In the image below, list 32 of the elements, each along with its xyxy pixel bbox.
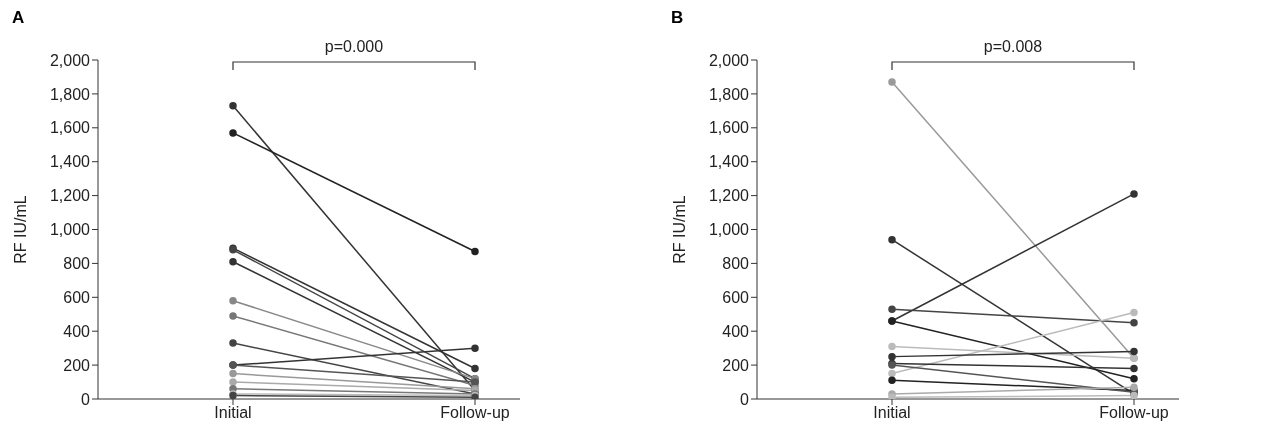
x-tick-label: Follow-up xyxy=(440,404,510,422)
y-tick-label: 2,000 xyxy=(49,51,91,69)
y-tick-label: 600 xyxy=(722,288,750,306)
text: p=0.008 xyxy=(983,38,1043,56)
y-tick-label: 1,400 xyxy=(49,153,91,171)
y-tick-label: 800 xyxy=(722,255,750,273)
y-tick-label: 1,600 xyxy=(708,119,750,137)
y-tick-label: 600 xyxy=(63,288,91,306)
y-tick-label: 1,000 xyxy=(708,221,750,239)
chart-title: A xyxy=(12,8,25,28)
y-tick-label: 1,600 xyxy=(49,119,91,137)
y-tick-label: 1,400 xyxy=(708,153,750,171)
y-tick-label: 1,800 xyxy=(49,85,91,103)
y-axis-title: RF IU/mL xyxy=(11,195,29,264)
y-tick-label: 200 xyxy=(722,356,750,374)
y-tick-label: 0 xyxy=(81,390,91,408)
y-tick-label: 200 xyxy=(63,356,91,374)
y-tick-label: 1,200 xyxy=(49,187,91,205)
y-tick-label: 2,000 xyxy=(708,51,750,69)
y-tick-label: 1,200 xyxy=(708,187,750,205)
y-tick-label: 400 xyxy=(722,322,750,340)
x-tick-label: Initial xyxy=(214,404,252,422)
y-tick-label: 1,800 xyxy=(708,85,750,103)
y-tick-label: 800 xyxy=(63,255,91,273)
y-tick-label: 0 xyxy=(740,390,750,408)
x-tick-label: Follow-up xyxy=(1099,404,1169,422)
y-tick-label: 1,000 xyxy=(49,221,91,239)
chart-title: B xyxy=(671,8,684,28)
x-tick-label: Initial xyxy=(873,404,911,422)
y-tick-label: 400 xyxy=(63,322,91,340)
text: p=0.000 xyxy=(324,38,384,56)
y-axis-title: RF IU/mL xyxy=(670,195,688,264)
